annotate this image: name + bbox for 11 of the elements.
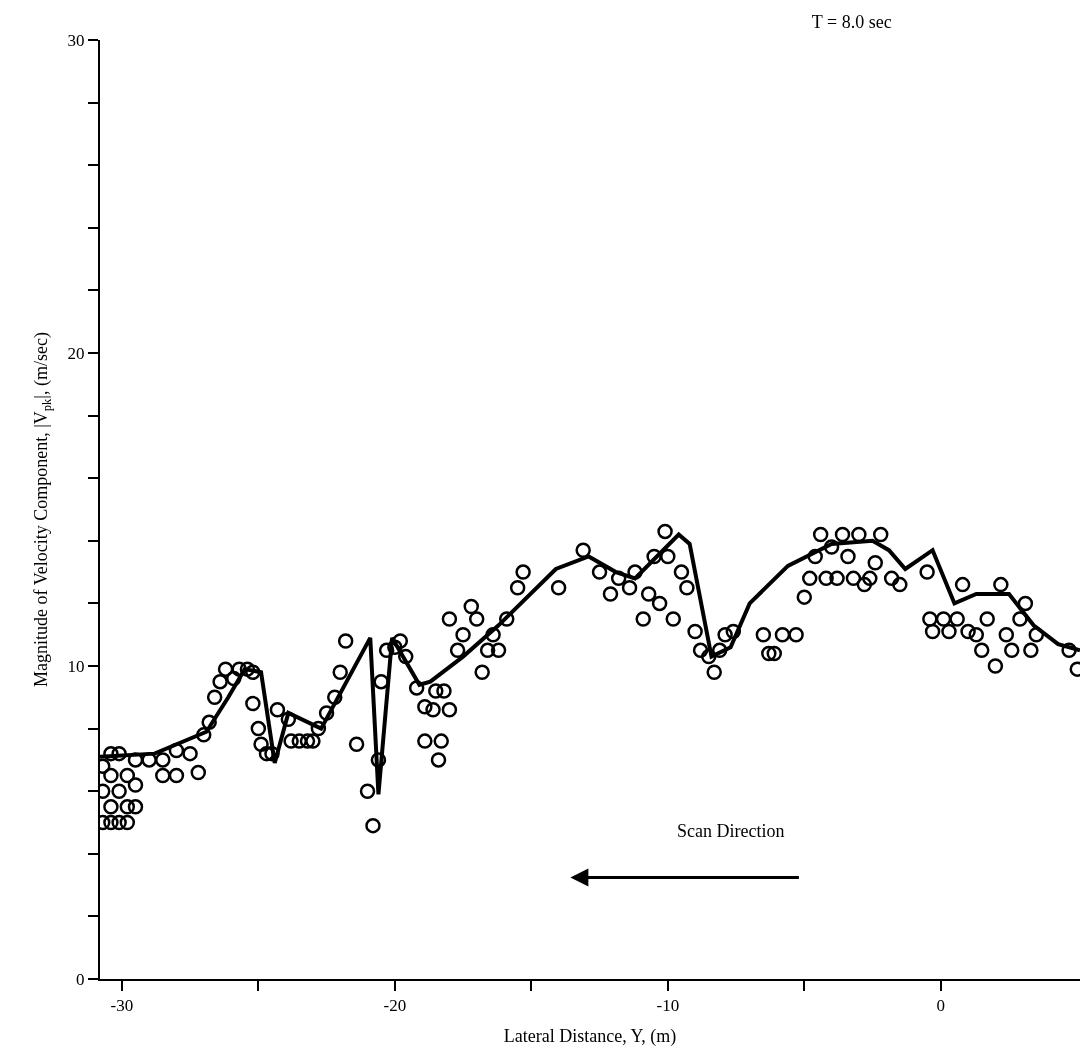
x-tick-label: 0 xyxy=(936,996,946,1016)
y-tick-label: 30 xyxy=(67,30,85,50)
x-tick-label: -10 xyxy=(656,996,680,1016)
y-tick-label: 0 xyxy=(76,969,85,989)
x-tick-label: -20 xyxy=(383,996,407,1016)
x-axis-title: Lateral Distance, Y, (m) xyxy=(503,1026,677,1047)
x-tick-label: -30 xyxy=(110,996,134,1016)
y-tick-label: 20 xyxy=(67,343,85,363)
y-tick-label: 10 xyxy=(67,656,85,676)
chart-title: T = 8.0 sec xyxy=(811,12,892,33)
annotation: Scan Direction xyxy=(677,821,785,841)
